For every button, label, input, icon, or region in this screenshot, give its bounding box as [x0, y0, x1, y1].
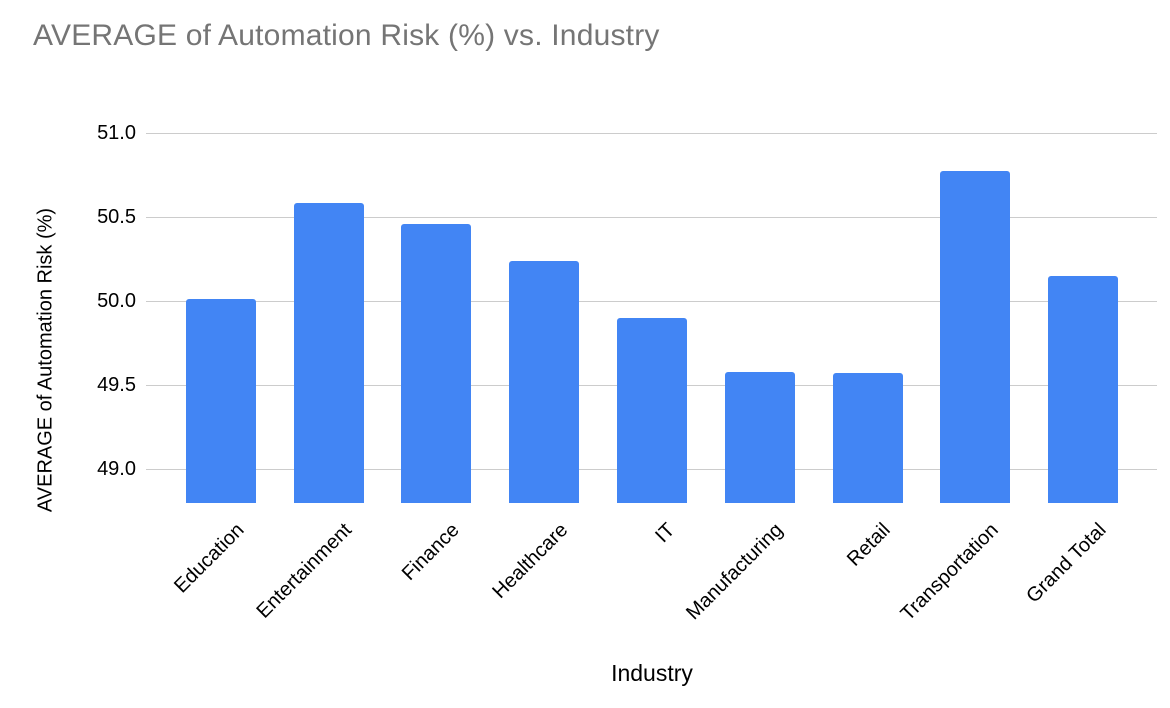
x-tick-label: Manufacturing	[682, 519, 788, 625]
x-tick-label: Entertainment	[252, 519, 357, 623]
y-tick-label: 51.0	[97, 122, 136, 144]
bar-it[interactable]	[617, 318, 687, 503]
x-tick-label: Healthcare	[487, 519, 572, 603]
chart-title: AVERAGE of Automation Risk (%) vs. Indus…	[33, 19, 660, 52]
x-tick-label: Retail	[843, 519, 896, 571]
x-tick-label: Finance	[398, 519, 465, 585]
x-tick-label: IT	[651, 519, 680, 548]
bar-education[interactable]	[186, 299, 256, 503]
bar-manufacturing[interactable]	[725, 372, 795, 503]
x-tick-label: Transportation	[896, 519, 1003, 626]
y-tick-label: 49.5	[97, 374, 136, 396]
bar-transportation[interactable]	[940, 171, 1010, 503]
y-tick-label: 50.5	[97, 206, 136, 228]
bar-retail[interactable]	[833, 373, 903, 503]
x-tick-label: Grand Total	[1022, 519, 1111, 608]
bar-entertainment[interactable]	[294, 203, 364, 503]
bar-finance[interactable]	[401, 224, 471, 503]
x-tick-label: Education	[169, 519, 249, 598]
y-tick-label: 50.0	[97, 290, 136, 312]
bar-healthcare[interactable]	[509, 261, 579, 503]
y-gridline	[146, 301, 1157, 302]
y-gridline	[146, 133, 1157, 134]
x-axis-title: Industry	[611, 660, 693, 686]
y-tick-label: 49.0	[97, 458, 136, 480]
bar-grand-total[interactable]	[1048, 276, 1118, 503]
y-gridline	[146, 217, 1157, 218]
